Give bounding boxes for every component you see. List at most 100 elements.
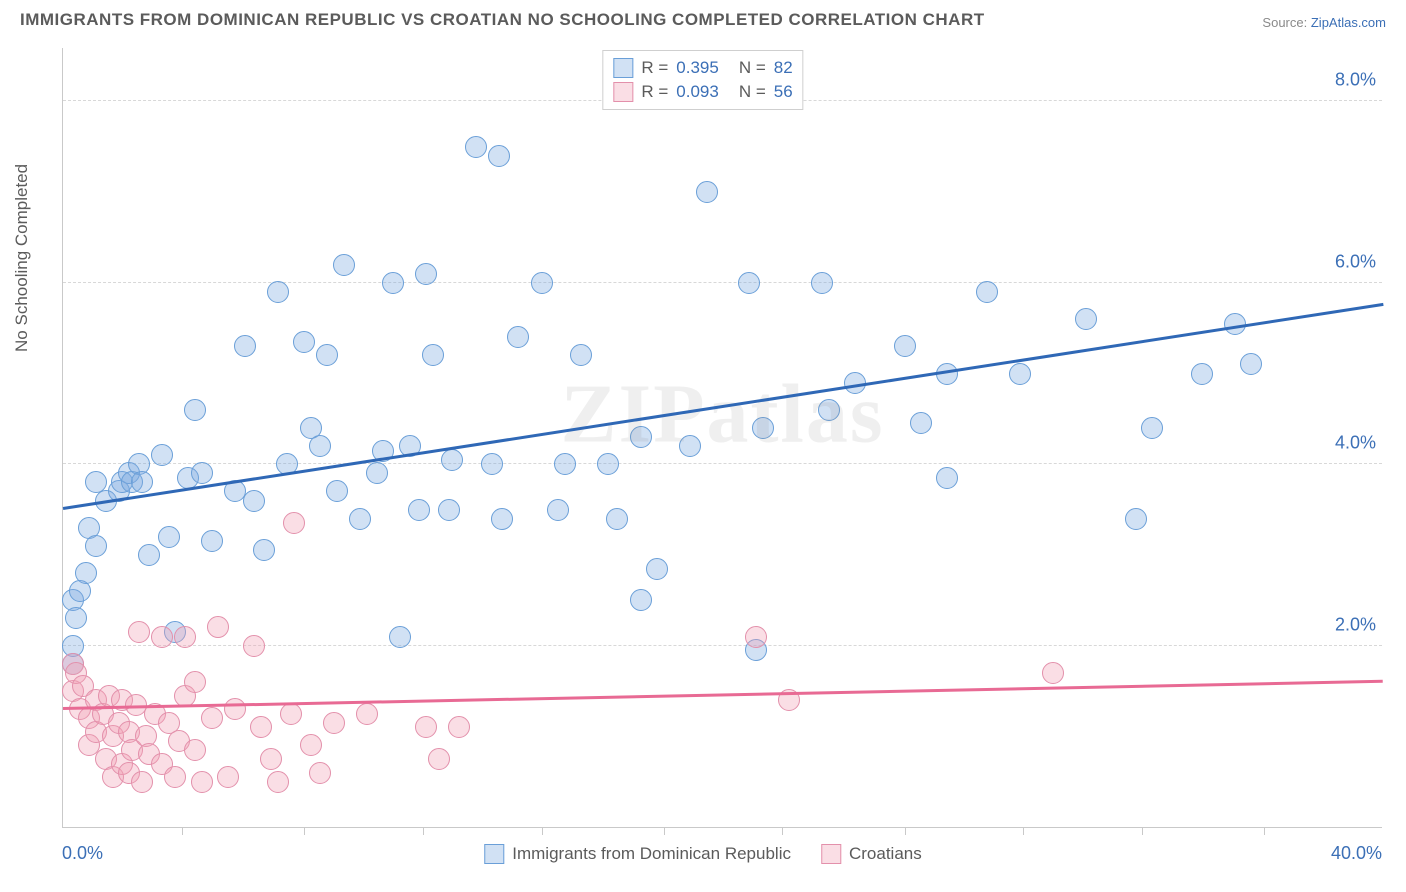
scatter-point — [280, 703, 302, 725]
scatter-point — [646, 558, 668, 580]
x-tick — [182, 827, 183, 835]
scatter-point — [309, 762, 331, 784]
legend-r-value: 0.395 — [676, 58, 719, 78]
scatter-point — [1125, 508, 1147, 530]
scatter-point — [333, 254, 355, 276]
scatter-point — [260, 748, 282, 770]
source-link[interactable]: ZipAtlas.com — [1311, 15, 1386, 30]
scatter-point — [174, 626, 196, 648]
scatter-point — [323, 712, 345, 734]
scatter-point — [356, 703, 378, 725]
legend-r-value: 0.093 — [676, 82, 719, 102]
x-tick — [542, 827, 543, 835]
scatter-point — [293, 331, 315, 353]
scatter-point — [326, 480, 348, 502]
scatter-point — [448, 716, 470, 738]
scatter-point — [201, 530, 223, 552]
scatter-point — [316, 344, 338, 366]
scatter-point — [243, 490, 265, 512]
scatter-point — [422, 344, 444, 366]
x-tick — [1023, 827, 1024, 835]
legend-n-value: 56 — [774, 82, 793, 102]
legend-n-label: N = — [739, 58, 766, 78]
scatter-point — [184, 671, 206, 693]
watermark: ZIPatlas — [560, 366, 884, 463]
legend-row: R = 0.395 N = 82 — [613, 56, 792, 80]
x-tick — [423, 827, 424, 835]
scatter-point — [465, 136, 487, 158]
scatter-point — [267, 771, 289, 793]
scatter-point — [151, 626, 173, 648]
correlation-legend: R = 0.395 N = 82 R = 0.093 N = 56 — [602, 50, 803, 110]
scatter-point — [184, 739, 206, 761]
scatter-point — [415, 263, 437, 285]
scatter-point — [570, 344, 592, 366]
scatter-point — [630, 589, 652, 611]
scatter-point — [738, 272, 760, 294]
x-tick — [1264, 827, 1265, 835]
scatter-point — [75, 562, 97, 584]
source-attribution: Source: ZipAtlas.com — [1262, 15, 1386, 30]
series-name: Immigrants from Dominican Republic — [512, 844, 791, 864]
scatter-point — [1191, 363, 1213, 385]
y-tick-label: 2.0% — [1335, 614, 1376, 635]
series-legend-item: Croatians — [821, 844, 922, 864]
scatter-point — [217, 766, 239, 788]
gridline — [63, 463, 1382, 464]
scatter-point — [131, 471, 153, 493]
scatter-point — [1141, 417, 1163, 439]
scatter-point — [85, 535, 107, 557]
chart-title: IMMIGRANTS FROM DOMINICAN REPUBLIC VS CR… — [20, 10, 985, 30]
x-tick — [304, 827, 305, 835]
scatter-point — [745, 626, 767, 648]
series-legend-item: Immigrants from Dominican Republic — [484, 844, 791, 864]
scatter-point — [1075, 308, 1097, 330]
scatter-point — [438, 499, 460, 521]
scatter-point — [976, 281, 998, 303]
scatter-point — [128, 621, 150, 643]
scatter-point — [1042, 662, 1064, 684]
x-axis-min-label: 0.0% — [62, 843, 103, 864]
x-axis-max-label: 40.0% — [1331, 843, 1382, 864]
scatter-point — [151, 444, 173, 466]
y-tick-label: 8.0% — [1335, 70, 1376, 91]
legend-n-label: N = — [739, 82, 766, 102]
scatter-point — [910, 412, 932, 434]
scatter-plot-area: ZIPatlas 2.0% 4.0% 6.0% 8.0% — [62, 48, 1382, 828]
scatter-point — [267, 281, 289, 303]
scatter-point — [428, 748, 450, 770]
scatter-point — [65, 607, 87, 629]
scatter-point — [207, 616, 229, 638]
scatter-point — [191, 771, 213, 793]
scatter-point — [349, 508, 371, 530]
legend-r-label: R = — [641, 58, 668, 78]
y-tick-label: 4.0% — [1335, 433, 1376, 454]
scatter-point — [250, 716, 272, 738]
legend-swatch — [821, 844, 841, 864]
series-legend: Immigrants from Dominican Republic Croati… — [484, 844, 921, 864]
scatter-point — [507, 326, 529, 348]
x-tick — [782, 827, 783, 835]
scatter-point — [811, 272, 833, 294]
legend-swatch — [484, 844, 504, 864]
legend-r-label: R = — [641, 82, 668, 102]
legend-n-value: 82 — [774, 58, 793, 78]
scatter-point — [1240, 353, 1262, 375]
y-axis-label: No Schooling Completed — [12, 164, 32, 352]
x-tick — [664, 827, 665, 835]
scatter-point — [894, 335, 916, 357]
source-label: Source: — [1262, 15, 1307, 30]
legend-swatch — [613, 58, 633, 78]
scatter-point — [531, 272, 553, 294]
scatter-point — [201, 707, 223, 729]
scatter-point — [696, 181, 718, 203]
scatter-point — [606, 508, 628, 530]
y-tick-label: 6.0% — [1335, 251, 1376, 272]
scatter-point — [547, 499, 569, 521]
scatter-point — [164, 766, 186, 788]
scatter-point — [936, 467, 958, 489]
scatter-point — [184, 399, 206, 421]
scatter-point — [481, 453, 503, 475]
scatter-point — [191, 462, 213, 484]
scatter-point — [234, 335, 256, 357]
